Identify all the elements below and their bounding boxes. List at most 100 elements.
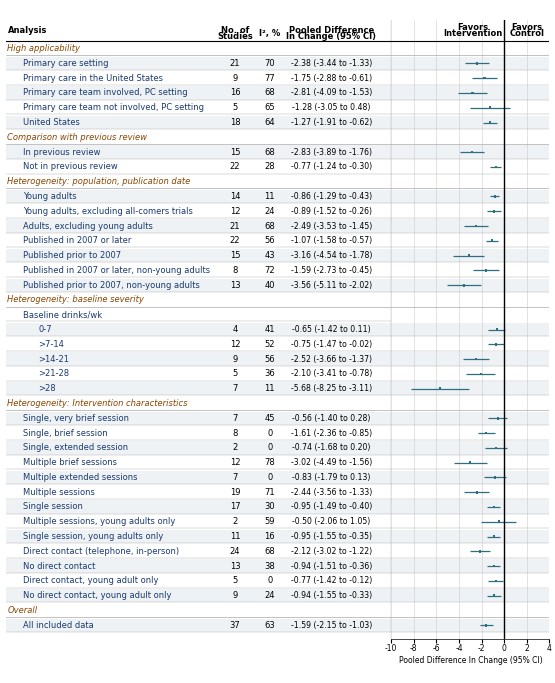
Bar xyxy=(475,225,477,227)
Text: -1.59 (-2.73 to -0.45): -1.59 (-2.73 to -0.45) xyxy=(291,266,372,275)
Text: -2.44 (-3.56 to -1.33): -2.44 (-3.56 to -1.33) xyxy=(291,488,372,497)
Text: -0.83 (-1.79 to 0.13): -0.83 (-1.79 to 0.13) xyxy=(292,473,371,482)
Text: Adults, excluding young adults: Adults, excluding young adults xyxy=(23,221,153,231)
Text: Favors: Favors xyxy=(511,23,542,31)
Bar xyxy=(489,107,491,109)
Bar xyxy=(467,254,470,257)
Text: -2.52 (-3.66 to -1.37): -2.52 (-3.66 to -1.37) xyxy=(291,354,372,363)
Text: Not in previous review: Not in previous review xyxy=(23,163,118,171)
Text: 56: 56 xyxy=(265,354,275,363)
Text: -0.89 (-1.52 to -0.26): -0.89 (-1.52 to -0.26) xyxy=(291,207,372,216)
Bar xyxy=(391,116,549,129)
Bar xyxy=(391,352,549,366)
Text: -2.10 (-3.41 to -0.78): -2.10 (-3.41 to -0.78) xyxy=(291,370,372,378)
Text: Published prior to 2007: Published prior to 2007 xyxy=(23,251,121,260)
Text: 64: 64 xyxy=(265,118,275,127)
Bar xyxy=(391,145,549,158)
Text: 8: 8 xyxy=(233,266,238,275)
Bar xyxy=(391,382,549,395)
Text: 2: 2 xyxy=(233,443,238,452)
Text: -0.50 (-2.06 to 1.05): -0.50 (-2.06 to 1.05) xyxy=(292,517,371,527)
Text: High applicability: High applicability xyxy=(7,44,80,53)
Bar xyxy=(391,471,549,484)
Text: 78: 78 xyxy=(264,458,275,467)
Text: Baseline drinks/wk: Baseline drinks/wk xyxy=(23,310,102,319)
Text: Control: Control xyxy=(509,29,544,38)
Text: -3.02 (-4.49 to -1.56): -3.02 (-4.49 to -1.56) xyxy=(291,458,372,467)
Bar xyxy=(6,619,391,632)
Bar xyxy=(391,412,549,425)
Text: 38: 38 xyxy=(264,561,275,571)
Bar xyxy=(498,520,500,523)
Bar xyxy=(495,447,497,449)
Text: All included data: All included data xyxy=(23,621,94,630)
Bar xyxy=(497,417,499,419)
Text: >14-21: >14-21 xyxy=(38,354,69,363)
Bar xyxy=(492,505,495,508)
Text: 7: 7 xyxy=(233,385,238,393)
Text: -1.27 (-1.91 to -0.62): -1.27 (-1.91 to -0.62) xyxy=(291,118,372,127)
Text: -2.83 (-3.89 to -1.76): -2.83 (-3.89 to -1.76) xyxy=(291,148,372,156)
Bar xyxy=(6,501,391,514)
Text: Published prior to 2007, non-young adults: Published prior to 2007, non-young adult… xyxy=(23,281,200,290)
Text: Heterogeneity: baseline severity: Heterogeneity: baseline severity xyxy=(7,296,144,305)
Bar xyxy=(6,57,391,70)
Text: -2.49 (-3.53 to -1.45): -2.49 (-3.53 to -1.45) xyxy=(291,221,372,231)
Bar xyxy=(391,57,549,70)
Bar xyxy=(476,491,478,494)
Bar xyxy=(489,121,491,124)
Text: 13: 13 xyxy=(230,281,240,290)
Text: Heterogeneity: population, publication date: Heterogeneity: population, publication d… xyxy=(7,177,191,186)
Text: 9: 9 xyxy=(233,74,238,83)
Text: Analysis: Analysis xyxy=(7,25,47,35)
Text: 0: 0 xyxy=(267,428,273,438)
Text: -0.56 (-1.40 to 0.28): -0.56 (-1.40 to 0.28) xyxy=(292,414,371,423)
Bar xyxy=(391,279,549,292)
Text: 0-7: 0-7 xyxy=(38,325,52,334)
Text: 7: 7 xyxy=(233,473,238,482)
Text: 28: 28 xyxy=(265,163,275,171)
Text: No direct contact: No direct contact xyxy=(23,561,95,571)
Text: Published in 2007 or later: Published in 2007 or later xyxy=(23,236,132,245)
Text: 15: 15 xyxy=(230,148,240,156)
Text: -2.81 (-4.09 to -1.53): -2.81 (-4.09 to -1.53) xyxy=(291,88,372,98)
Text: Single session, young adults only: Single session, young adults only xyxy=(23,532,163,541)
Text: 72: 72 xyxy=(265,266,275,275)
Text: -0.65 (-1.42 to 0.11): -0.65 (-1.42 to 0.11) xyxy=(292,325,371,334)
Bar xyxy=(6,471,391,484)
Text: Intervention: Intervention xyxy=(443,29,502,38)
Text: 11: 11 xyxy=(230,532,240,541)
Text: -2.38 (-3.44 to -1.33): -2.38 (-3.44 to -1.33) xyxy=(291,59,372,68)
Bar xyxy=(480,550,481,553)
Text: 71: 71 xyxy=(265,488,275,497)
Text: 36: 36 xyxy=(264,370,275,378)
Text: Primary care team involved, PC setting: Primary care team involved, PC setting xyxy=(23,88,188,98)
Text: -1.28 (-3.05 to 0.48): -1.28 (-3.05 to 0.48) xyxy=(292,103,371,112)
Text: 56: 56 xyxy=(265,236,275,245)
Text: 70: 70 xyxy=(265,59,275,68)
Text: Single session: Single session xyxy=(23,503,83,512)
Text: Multiple brief sessions: Multiple brief sessions xyxy=(23,458,117,467)
Bar xyxy=(6,559,391,573)
Bar xyxy=(391,86,549,100)
Bar xyxy=(493,195,496,198)
Text: -3.16 (-4.54 to -1.78): -3.16 (-4.54 to -1.78) xyxy=(291,251,372,260)
Text: 0: 0 xyxy=(267,576,273,585)
Bar xyxy=(6,441,391,454)
Text: -1.59 (-2.15 to -1.03): -1.59 (-2.15 to -1.03) xyxy=(291,621,372,630)
Text: No direct contact, young adult only: No direct contact, young adult only xyxy=(23,591,171,600)
Text: Multiple sessions, young adults only: Multiple sessions, young adults only xyxy=(23,517,175,527)
Text: 68: 68 xyxy=(264,88,275,98)
Bar xyxy=(391,501,549,514)
Bar xyxy=(485,432,487,434)
Text: No. of: No. of xyxy=(221,27,249,36)
X-axis label: Pooled Difference In Change (95% CI): Pooled Difference In Change (95% CI) xyxy=(398,656,542,665)
Text: 12: 12 xyxy=(230,340,240,349)
Text: 30: 30 xyxy=(265,503,275,512)
Bar xyxy=(495,580,497,583)
Bar xyxy=(6,219,391,233)
Bar xyxy=(496,329,498,331)
Bar xyxy=(6,323,391,336)
Text: Pooled Difference: Pooled Difference xyxy=(289,27,374,36)
Text: -0.75 (-1.47 to -0.02): -0.75 (-1.47 to -0.02) xyxy=(291,340,372,349)
